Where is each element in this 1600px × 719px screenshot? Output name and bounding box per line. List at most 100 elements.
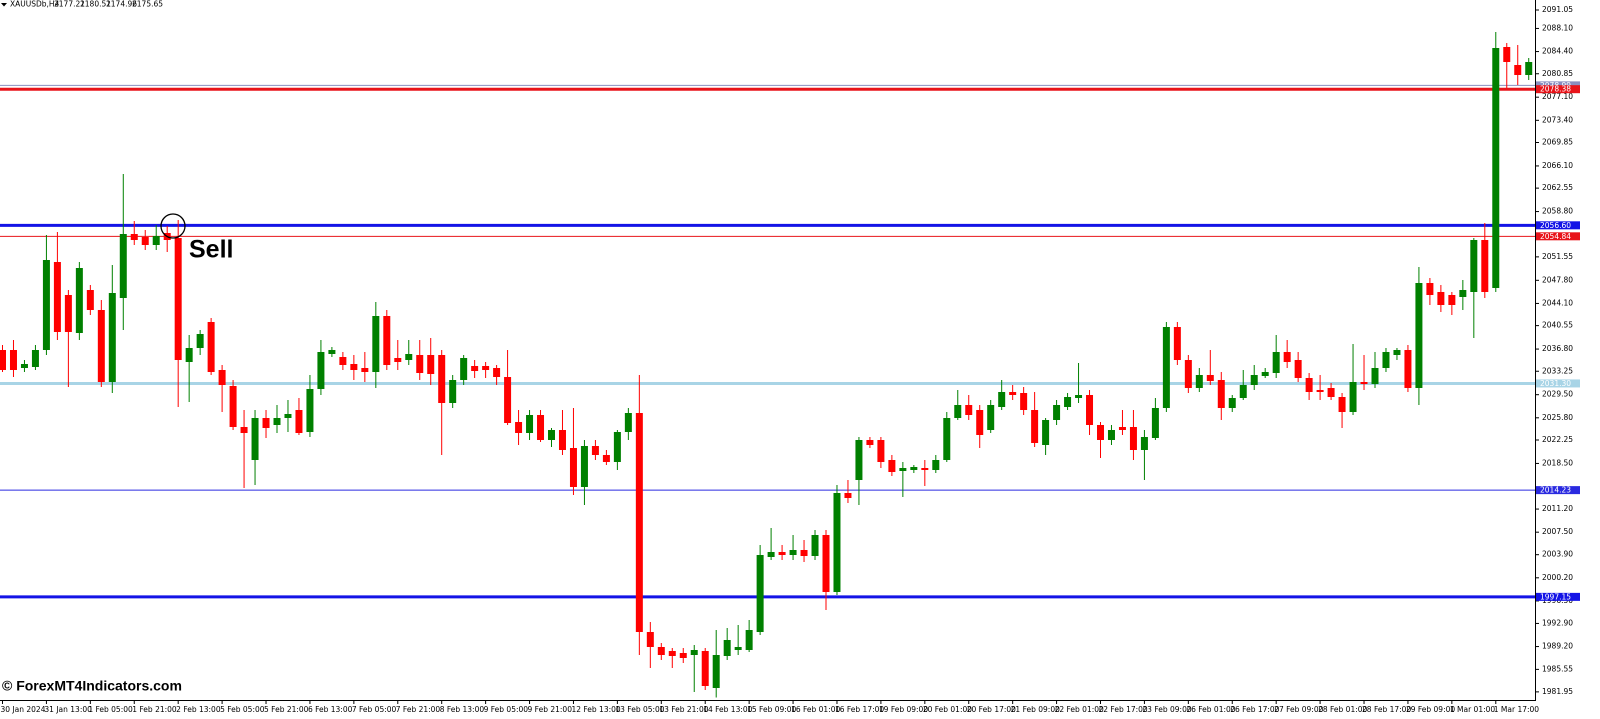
y-tick-label: 2051.55 (1542, 252, 1573, 261)
y-tick-label: 2088.10 (1542, 23, 1573, 32)
candle-body (218, 370, 226, 385)
candle-body (965, 405, 973, 415)
x-tick-label: 7 Feb 21:00 (396, 705, 441, 714)
y-tick-label: 2018.50 (1542, 458, 1573, 467)
price-line-tag (1536, 232, 1580, 241)
candle-body (844, 493, 852, 498)
candle-body (1294, 360, 1302, 378)
candle-body (1053, 405, 1061, 420)
y-tick-label: 2044.10 (1542, 298, 1573, 307)
candle-body (1393, 350, 1401, 355)
candles (0, 32, 1533, 698)
y-tick-label: 2029.50 (1542, 390, 1573, 399)
candle-body (657, 647, 665, 655)
candle-body (624, 413, 632, 432)
x-tick-label: 14 Feb 13:00 (703, 705, 752, 714)
candle-body (427, 355, 435, 374)
header-close: 2175.65 (132, 0, 163, 9)
candle-body (42, 260, 50, 350)
candle-body (350, 364, 358, 370)
candle-body (438, 355, 446, 403)
candle-body (767, 552, 775, 557)
candle-body (1020, 393, 1028, 410)
candle-body (229, 386, 237, 427)
candle-body (701, 651, 709, 686)
y-tick-label: 2033.25 (1542, 366, 1573, 375)
candle-body (1075, 395, 1083, 398)
candle-body (174, 238, 182, 360)
candle-body (756, 555, 764, 632)
candle-body (196, 334, 204, 348)
candle-body (493, 368, 501, 377)
price-line-tag (1536, 486, 1580, 495)
candle-body (284, 414, 292, 418)
y-tick-label: 2091.05 (1542, 5, 1573, 14)
price-line-tag (1536, 379, 1580, 388)
x-tick-label: 1 Feb 05:00 (88, 705, 133, 714)
candle-body (97, 310, 105, 382)
candle-body (504, 377, 512, 423)
candle-body (185, 348, 193, 362)
candle-body (64, 295, 72, 332)
candle-body (1162, 327, 1170, 408)
candle-body (130, 234, 138, 240)
x-tick-label: 2 Feb 13:00 (176, 705, 221, 714)
x-tick-label: 29 Feb 09:00 (1406, 705, 1455, 714)
x-tick-label: 7 Feb 05:00 (352, 705, 397, 714)
x-tick-label: 1 Feb 21:00 (132, 705, 177, 714)
y-tick-label: 2077.10 (1542, 92, 1573, 101)
candle-body (1305, 378, 1313, 392)
candle-body (1404, 350, 1412, 388)
price-line-tag (1536, 221, 1580, 230)
candle-body (789, 550, 797, 555)
x-tick-label: 21 Feb 09:00 (1011, 705, 1060, 714)
candle-body (921, 468, 929, 470)
candle-body (1437, 292, 1445, 305)
candle-body (954, 405, 962, 418)
candle-body (866, 440, 874, 445)
candle-body (679, 653, 687, 658)
y-tick-label: 1985.55 (1542, 664, 1573, 673)
candle-body (1415, 283, 1423, 388)
x-tick-label: 31 Jan 13:00 (44, 705, 92, 714)
candle-body (899, 468, 907, 471)
candle-body (591, 446, 599, 455)
candle-body (9, 350, 17, 370)
price-line-label: 2056.60 (1540, 221, 1571, 230)
x-tick-label: 23 Feb 09:00 (1142, 705, 1191, 714)
x-tick-label: 20 Feb 17:00 (967, 705, 1016, 714)
x-tick-label: 19 Feb 09:00 (879, 705, 928, 714)
candle-body (416, 355, 424, 373)
candle-body (932, 460, 940, 470)
candle-body (1448, 295, 1456, 305)
candle-body (1086, 395, 1094, 425)
y-tick-label: 2000.20 (1542, 573, 1573, 582)
candle-body (668, 651, 676, 656)
candle-body (152, 236, 160, 245)
x-tick-label: 12 Feb 13:00 (571, 705, 620, 714)
candle-body (75, 268, 83, 333)
candle-body (1031, 410, 1039, 443)
price-line-label: 2014.23 (1540, 486, 1571, 495)
y-tick-label: 1989.20 (1542, 642, 1573, 651)
price-line-label: 2031.30 (1540, 379, 1571, 388)
candle-body (1272, 352, 1280, 373)
candle-body (1129, 427, 1137, 450)
x-tick-label: 1 Mar 17:00 (1494, 705, 1540, 714)
candle-body (712, 655, 720, 688)
x-tick-label: 22 Feb 17:00 (1099, 705, 1148, 714)
y-tick-label: 2025.80 (1542, 413, 1573, 422)
candle-body (449, 380, 457, 403)
x-tick-label: 20 Feb 01:00 (923, 705, 972, 714)
candle-body (1107, 430, 1115, 440)
axes: 2091.05 2088.10 2084.40 2080.85 2077.10 2073.… (1, 5, 1580, 714)
price-line-label: 1997.15 (1540, 592, 1571, 601)
x-tick-label: 26 Feb 17:00 (1230, 705, 1279, 714)
x-tick-label: 9 Feb 21:00 (528, 705, 573, 714)
candle-body (690, 650, 698, 655)
candle-body (1503, 47, 1511, 62)
candle-body (537, 415, 545, 440)
candle-body (273, 418, 281, 425)
candle-body (1349, 382, 1357, 412)
